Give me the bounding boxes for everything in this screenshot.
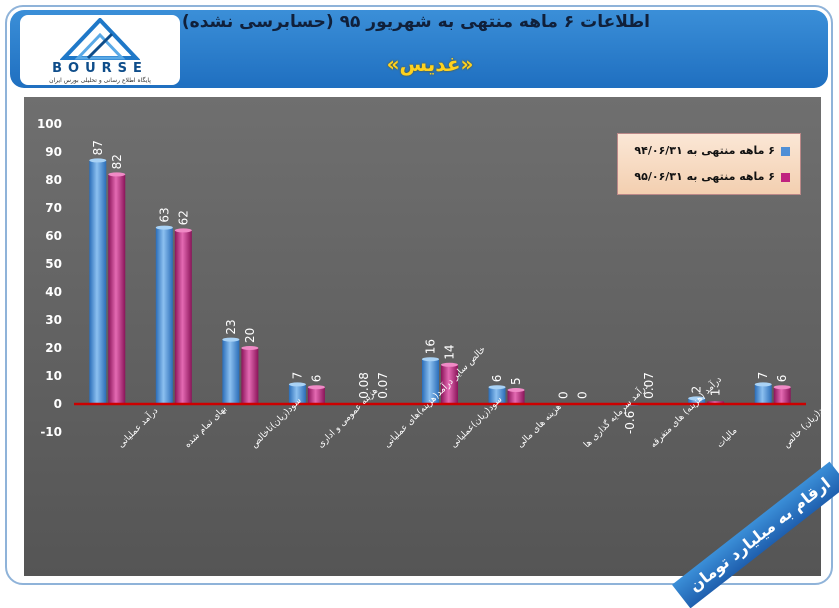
bar-series2 — [441, 364, 458, 404]
bar-cap-series1 — [288, 382, 306, 387]
bar-cap-series2 — [307, 385, 325, 390]
x-category-label: درآمد سرمایه گذاری ها — [581, 380, 651, 450]
data-label-series1: 16 — [424, 339, 438, 354]
logo-mark-icon — [60, 18, 140, 60]
bar-series2 — [307, 387, 325, 404]
y-tick-label: 70 — [45, 201, 62, 215]
data-label-series1: 7 — [756, 372, 770, 380]
y-tick-label: 40 — [45, 285, 62, 299]
x-category-label: درآمد عملیاتی — [115, 405, 160, 450]
y-tick-label: -10 — [40, 425, 62, 439]
bar-cap-series1 — [688, 396, 706, 401]
y-tick-label: 10 — [45, 369, 62, 383]
y-tick-label: 20 — [45, 341, 62, 355]
y-tick-label: 30 — [45, 313, 62, 327]
logo-text: BOURSE — [52, 61, 148, 76]
data-label-series2: 1 — [709, 389, 723, 397]
bar-cap-series2 — [241, 346, 259, 350]
y-tick-label: 60 — [45, 229, 62, 243]
data-label-series1: 7 — [290, 372, 304, 380]
bar-series1 — [89, 160, 107, 404]
bar-series2 — [773, 387, 791, 404]
x-category-label: درآمد (هزینه) های متفرقه — [647, 373, 724, 450]
data-label-series2: 0.07 — [376, 372, 390, 399]
bar-series1 — [488, 387, 506, 404]
company-name: «غدیس» — [386, 52, 474, 76]
bar-cap-series1 — [488, 385, 506, 390]
y-tick-label: 90 — [45, 145, 62, 159]
data-label-series1: 0.08 — [357, 372, 371, 399]
legend-label-series1: ۶ ماهه منتهی به ۹۴/۰۶/۳۱ — [634, 144, 775, 157]
legend-swatch-series2 — [781, 172, 790, 182]
bar-cap-series1 — [89, 158, 107, 163]
bar-cap-series2 — [441, 362, 458, 367]
data-label-series2: 5 — [509, 377, 523, 385]
y-tick-label: 50 — [45, 257, 62, 271]
logo: BOURSE پایگاه اطلاع رسانی و تحلیلی بورس … — [20, 15, 180, 85]
bar-series1 — [422, 359, 439, 404]
data-label-series2: 0 — [576, 391, 590, 399]
legend: ۶ ماهه منتهی به ۹۴/۰۶/۳۱ ۶ ماهه منتهی به… — [617, 133, 801, 195]
data-label-series2: 6 — [309, 375, 323, 383]
bar-series1 — [222, 339, 240, 404]
bar-cap-series2 — [174, 228, 192, 233]
y-tick-label: 80 — [45, 173, 62, 187]
data-label-series1: 23 — [224, 319, 238, 334]
bar-series2 — [507, 390, 525, 404]
data-label-series1: 87 — [91, 140, 105, 155]
bar-series2 — [108, 174, 126, 404]
x-category-label: سود(زیان) خالص — [782, 398, 835, 451]
data-label-series1: 0 — [557, 391, 571, 399]
data-label-series2: 6 — [775, 375, 789, 383]
logo-subtitle: پایگاه اطلاع رسانی و تحلیلی بورس ایران — [49, 77, 151, 84]
x-category-label: بهای تمام شده — [183, 404, 229, 450]
bar-cap-series1 — [754, 382, 772, 387]
legend-swatch-series1 — [781, 146, 790, 156]
data-label-series2: 20 — [243, 328, 257, 343]
bar-series2 — [241, 348, 259, 404]
data-label-series2: 82 — [110, 154, 124, 169]
bar-cap-series1 — [222, 337, 240, 342]
data-label-series1: 63 — [157, 207, 171, 222]
bar-series1 — [288, 384, 306, 404]
page-title: اطلاعات ۶ ماهه منتهی به شهریور ۹۵ (حسابر… — [181, 12, 650, 32]
bar-cap-series2 — [507, 388, 525, 392]
data-label-series2: 62 — [176, 210, 190, 225]
bar-cap-series2 — [108, 172, 126, 177]
bar-series2 — [174, 230, 192, 404]
legend-label-series2: ۶ ماهه منتهی به ۹۵/۰۶/۳۱ — [634, 170, 775, 183]
data-label-series1: -0.6 — [623, 411, 637, 434]
y-tick-label: 0 — [54, 397, 62, 411]
x-category-label: هزینه عمومی و اداری — [316, 386, 380, 450]
data-label-series1: 2 — [690, 386, 704, 394]
data-label-series2: 0.07 — [642, 372, 656, 399]
bar-cap-series1 — [155, 225, 173, 230]
bar-series1 — [754, 384, 772, 404]
data-label-series1: 6 — [490, 375, 504, 383]
legend-item-series1: ۶ ماهه منتهی به ۹۴/۰۶/۳۱ — [634, 144, 790, 158]
x-category-label: مالیات — [715, 426, 739, 450]
x-category-label: هزینه های مالی — [516, 402, 564, 450]
data-label-series2: 14 — [443, 345, 457, 360]
bar-cap-series1 — [422, 357, 439, 362]
y-tick-label: 100 — [37, 117, 62, 131]
bar-series1 — [155, 227, 173, 404]
legend-item-series2: ۶ ماهه منتهی به ۹۵/۰۶/۳۱ — [634, 170, 790, 184]
bar-cap-series2 — [773, 385, 791, 390]
